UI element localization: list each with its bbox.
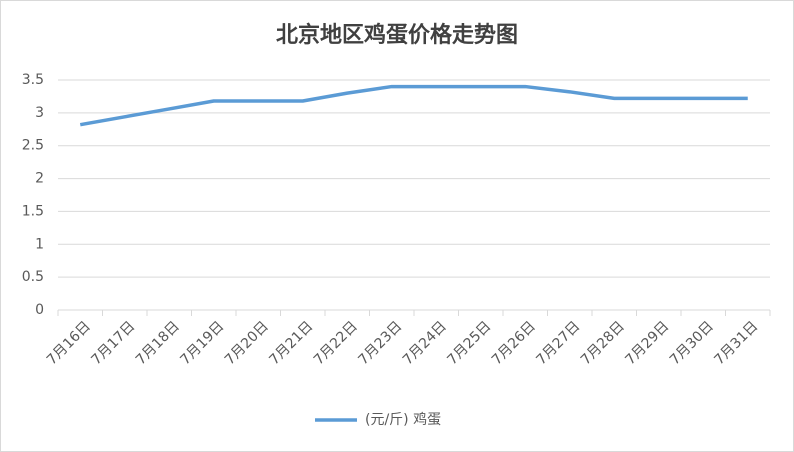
y-tick-label: 3.5	[22, 72, 44, 88]
y-tick-label: 1.5	[22, 203, 44, 219]
y-tick-label: 1	[35, 236, 44, 252]
y-tick-label: 0.5	[22, 269, 44, 285]
legend-label: (元/斤) 鸡蛋	[365, 411, 441, 428]
line	[79, 84, 748, 127]
chart-title: 北京地区鸡蛋价格走势图	[276, 22, 518, 48]
y-tick-label: 2.5	[22, 138, 44, 154]
y-tick-label: 2	[35, 171, 44, 187]
y-tick-label: 0	[35, 302, 44, 318]
y-tick-label: 3	[35, 105, 44, 121]
